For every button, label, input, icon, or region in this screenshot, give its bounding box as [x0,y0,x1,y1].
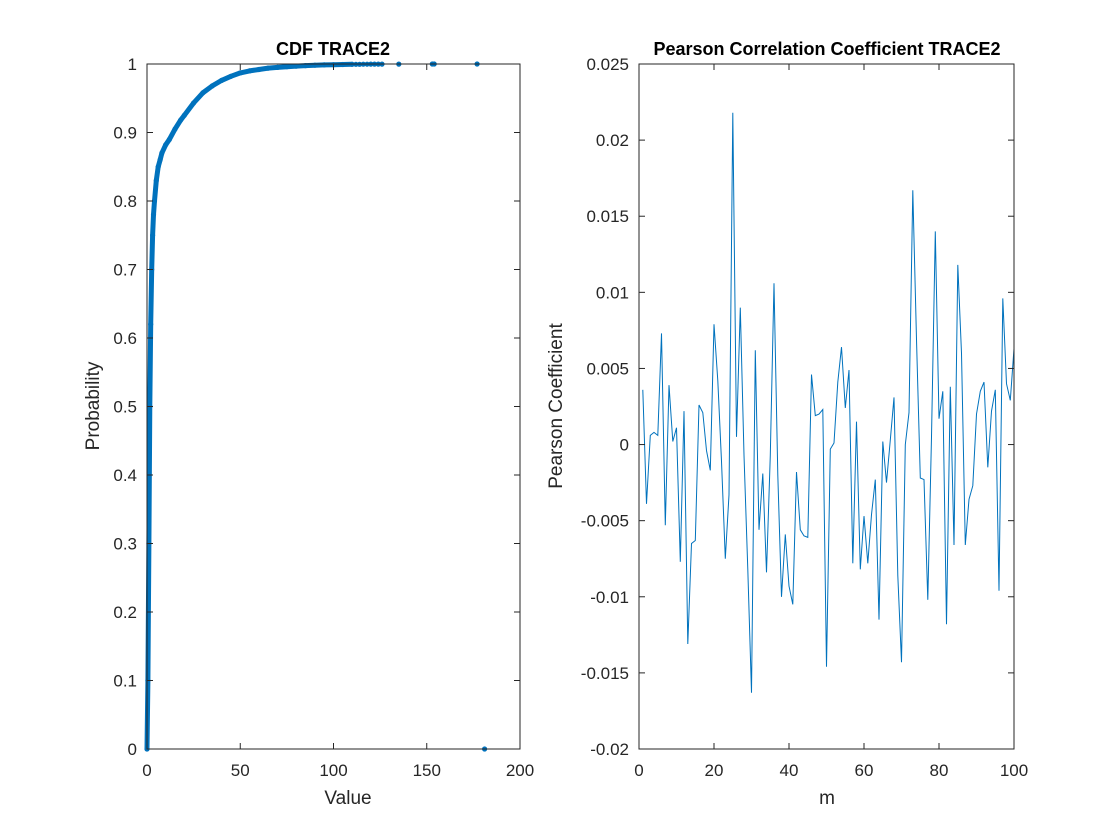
cdf-point [172,126,178,132]
cdf-point [312,62,318,68]
pearson-axes-box [638,63,1015,750]
pearson-x-tick-label: 20 [705,761,724,780]
pearson-y-tick-label: 0.025 [586,55,629,74]
pearson-x-axis-label: m [819,788,835,809]
cdf-point [151,198,158,204]
cdf-y-tick-label: 0.6 [113,329,137,348]
cdf-y-tick-label: 0.1 [113,672,137,691]
cdf-point [247,68,253,74]
cdf-x-tick-label: 150 [413,761,441,780]
pearson-y-tick-label: 0.01 [596,283,629,302]
cdf-point [181,112,187,118]
cdf-y-tick-label: 0.8 [113,192,137,211]
pearson-y-tick-label: 0.005 [586,359,629,378]
cdf-point [153,177,159,184]
cdf-y-tick-label: 0.9 [113,124,137,143]
cdf-y-tick-label: 0.5 [113,398,137,417]
cdf-point [166,136,172,142]
cdf-point [228,73,234,79]
pearson-x-tick-label: 0 [634,761,643,780]
pearson-x-tick-label: 60 [855,761,874,780]
cdf-x-tick-label: 50 [231,761,250,780]
cdf-chart: 0 50 100 150 200 0 0.1 0.2 0.3 0.4 0.5 0.6 0.7 0.8 0.9… [83,39,534,809]
pearson-chart: 0 20 40 60 80 100 -0.02 -0.015 -0.01 -0.005 0 0.005… [546,39,1028,809]
pearson-y-tick-label: -0.005 [581,512,629,531]
cdf-y-tick-label: 0.3 [113,535,137,554]
cdf-point [209,83,215,89]
cdf-point [274,64,281,70]
cdf-point [321,62,327,68]
pearson-y-tick-label: 0.02 [596,131,629,150]
pearson-y-tick-label: -0.02 [590,740,629,759]
cdf-point [237,70,243,76]
pearson-y-axis-label: Pearson Coefficient [546,323,567,489]
cdf-y-tick-label: 0.7 [113,261,137,280]
cdf-point [293,63,299,69]
cdf-point [265,65,271,71]
pearson-title: Pearson Correlation Coefficient TRACE2 [653,39,1000,59]
pearson-x-tick-label: 100 [1000,761,1028,780]
pearson-x-tick-label: 80 [930,761,949,780]
pearson-y-tick-label: 0.015 [586,207,629,226]
cdf-y-tick-label: 0 [128,740,137,759]
cdf-point [163,142,169,148]
cdf-ticks: 0 50 100 150 200 0 0.1 0.2 0.3 0.4 0.5 0.6 0.7 0.8 0.9… [113,55,534,780]
cdf-point [157,157,163,163]
cdf-point [148,321,154,327]
pearson-y-tick-label: 0 [620,436,629,455]
cdf-point [219,77,225,83]
cdf-point [178,117,184,123]
cdf-y-tick-label: 1 [128,55,137,74]
pearson-ticks: 0 20 40 60 80 100 -0.02 -0.015 -0.01 -0.005 0 0.005… [581,55,1028,780]
cdf-point [159,150,165,156]
cdf-x-tick-label: 100 [319,761,347,780]
cdf-y-tick-label: 0.2 [113,603,137,622]
pearson-x-tick-label: 40 [780,761,799,780]
cdf-point [284,64,290,70]
cdf-y-tick-label: 0.4 [113,466,137,485]
cdf-point [191,100,197,106]
cdf-point [150,212,157,218]
cdf-x-tick-label: 0 [142,761,151,780]
cdf-point [155,164,161,170]
cdf-point [256,66,262,73]
pearson-series [642,112,1015,693]
cdf-point [200,90,206,96]
cdf-point [150,232,156,238]
pearson-y-tick-label: -0.01 [590,588,629,607]
pearson-line [642,112,1015,693]
pearson-y-tick-label: -0.015 [581,664,629,683]
cdf-title: CDF TRACE2 [276,39,390,59]
cdf-y-axis-label: Probability [83,361,104,450]
cdf-x-tick-label: 200 [506,761,534,780]
cdf-x-axis-label: Value [324,788,371,809]
